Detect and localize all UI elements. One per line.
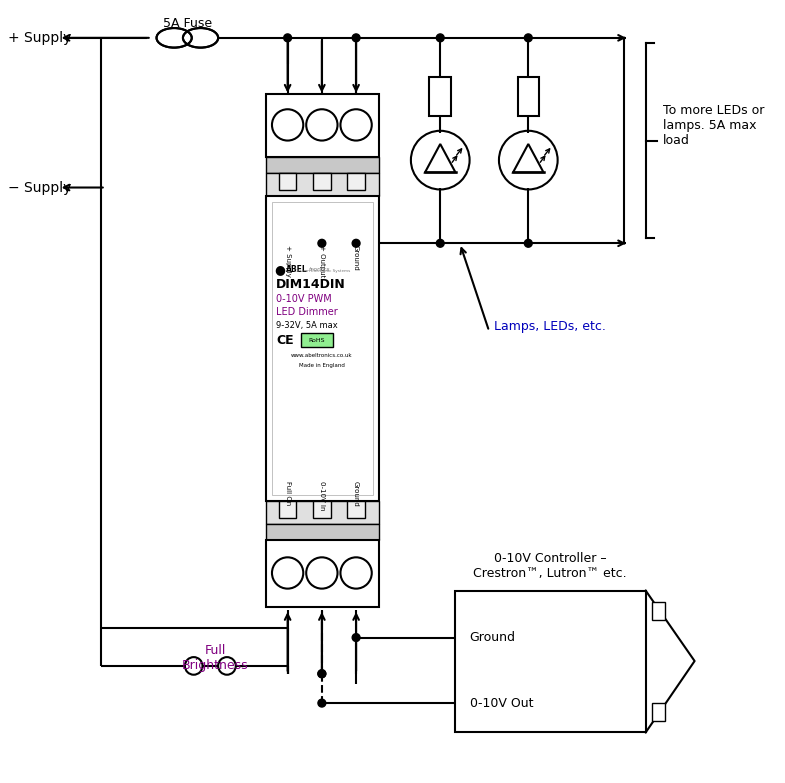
Text: Lamps, LEDs, etc.: Lamps, LEDs, etc.	[494, 320, 606, 333]
Bar	[455, 590, 646, 732]
Bar	[652, 602, 665, 620]
Text: Ground: Ground	[353, 481, 359, 507]
Text: Ground: Ground	[353, 245, 359, 271]
Text: 5A Fuse: 5A Fuse	[162, 16, 212, 30]
Text: 0-10V In: 0-10V In	[319, 481, 325, 511]
Bar	[266, 500, 378, 524]
Text: + Supply: + Supply	[285, 245, 290, 277]
Text: − Supply: − Supply	[8, 181, 71, 194]
Bar	[347, 500, 365, 518]
Circle shape	[352, 633, 360, 641]
Bar	[266, 197, 378, 500]
Text: tronics: tronics	[309, 267, 330, 272]
Text: + Output: + Output	[319, 245, 325, 278]
Bar	[266, 157, 378, 173]
Bar	[279, 173, 297, 190]
Text: CE: CE	[276, 334, 294, 347]
Text: Custom Electronic Systems: Custom Electronic Systems	[294, 269, 350, 272]
Text: RoHS: RoHS	[309, 337, 325, 343]
Circle shape	[524, 34, 532, 41]
Bar	[279, 500, 297, 518]
Text: Made in England: Made in England	[299, 363, 345, 368]
Bar	[266, 539, 378, 608]
Circle shape	[524, 240, 532, 247]
Circle shape	[283, 34, 291, 41]
Bar	[517, 77, 539, 116]
Bar	[266, 524, 378, 539]
Bar	[301, 334, 333, 347]
Text: DIM14DIN: DIM14DIN	[276, 278, 345, 290]
Bar	[347, 173, 365, 190]
Text: 0-10V PWM: 0-10V PWM	[276, 294, 331, 304]
Bar	[313, 173, 330, 190]
Text: Ground: Ground	[469, 631, 516, 644]
Circle shape	[436, 34, 444, 41]
Text: 0-10V Out: 0-10V Out	[469, 697, 533, 709]
Text: Full On: Full On	[285, 481, 290, 505]
Text: www.abeltronics.co.uk: www.abeltronics.co.uk	[291, 353, 352, 359]
Text: 9-32V, 5A max: 9-32V, 5A max	[276, 321, 338, 330]
Circle shape	[318, 699, 326, 707]
Circle shape	[352, 34, 360, 41]
Text: ●: ●	[275, 263, 285, 276]
Text: ABEL: ABEL	[286, 265, 308, 274]
Text: 0-10V Controller –
Crestron™, Lutron™ etc.: 0-10V Controller – Crestron™, Lutron™ et…	[473, 552, 626, 580]
Ellipse shape	[183, 28, 218, 48]
Circle shape	[436, 240, 444, 247]
Ellipse shape	[156, 28, 192, 48]
Circle shape	[352, 240, 360, 247]
Bar	[266, 173, 378, 197]
Text: LED Dimmer: LED Dimmer	[276, 307, 338, 317]
Circle shape	[318, 240, 326, 247]
Circle shape	[318, 669, 326, 677]
Bar	[272, 202, 373, 495]
Bar	[429, 77, 451, 116]
Bar	[313, 500, 330, 518]
Circle shape	[318, 669, 326, 677]
Text: To more LEDs or
lamps. 5A max
load: To more LEDs or lamps. 5A max load	[663, 104, 765, 147]
Bar	[266, 94, 378, 157]
Bar	[652, 703, 665, 720]
Text: Full
Brightness: Full Brightness	[182, 644, 249, 673]
Text: + Supply: + Supply	[8, 31, 71, 45]
